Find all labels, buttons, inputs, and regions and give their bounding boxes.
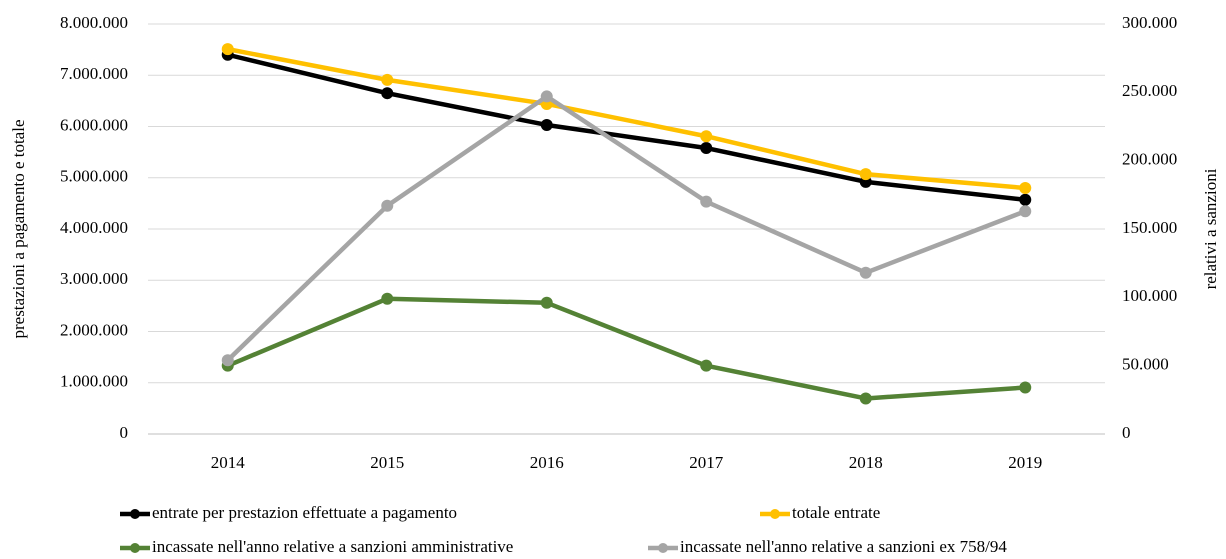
marker bbox=[700, 359, 713, 372]
marker bbox=[859, 392, 872, 405]
marker bbox=[859, 168, 872, 181]
marker bbox=[1019, 381, 1032, 394]
legend-label: incassate nell'anno relative a sanzioni … bbox=[680, 537, 1007, 556]
marker bbox=[381, 199, 394, 212]
line bbox=[227, 46, 1026, 191]
line bbox=[227, 52, 1026, 203]
legend-marker bbox=[130, 543, 140, 553]
marker bbox=[859, 266, 872, 279]
x-tick-label: 2017 bbox=[689, 453, 724, 472]
legend-label: entrate per prestazion effettuate a paga… bbox=[152, 503, 457, 522]
y2-axis-label: relativi a sanzioni bbox=[1201, 168, 1220, 289]
marker bbox=[700, 195, 713, 208]
y-tick-label: 3.000.000 bbox=[60, 269, 128, 288]
marker bbox=[1019, 205, 1032, 218]
line bbox=[226, 296, 1026, 401]
legend-marker bbox=[130, 509, 140, 519]
x-tick-label: 2014 bbox=[211, 453, 246, 472]
y-tick-label: 7.000.000 bbox=[60, 64, 128, 83]
y2-tick-label: 200.000 bbox=[1122, 150, 1177, 169]
marker bbox=[381, 292, 394, 305]
y-tick-label: 6.000.000 bbox=[60, 115, 128, 134]
y2-tick-label: 100.000 bbox=[1122, 286, 1177, 305]
y-tick-label: 2.000.000 bbox=[60, 320, 128, 339]
marker bbox=[700, 130, 713, 143]
x-tick-label: 2016 bbox=[530, 453, 564, 472]
y2-tick-label: 150.000 bbox=[1122, 218, 1177, 237]
marker bbox=[540, 90, 553, 103]
marker bbox=[540, 118, 553, 131]
y2-tick-label: 50.000 bbox=[1122, 355, 1169, 374]
marker bbox=[1019, 193, 1032, 206]
y-tick-label: 1.000.000 bbox=[60, 372, 128, 391]
marker bbox=[381, 73, 394, 86]
x-tick-label: 2018 bbox=[849, 453, 883, 472]
legend-marker bbox=[770, 509, 780, 519]
y-tick-label: 0 bbox=[120, 423, 129, 442]
line bbox=[226, 94, 1027, 362]
y2-tick-label: 300.000 bbox=[1122, 13, 1177, 32]
x-tick-label: 2019 bbox=[1008, 453, 1042, 472]
y-tick-label: 8.000.000 bbox=[60, 13, 128, 32]
x-tick-label: 2015 bbox=[370, 453, 404, 472]
y-tick-label: 5.000.000 bbox=[60, 167, 128, 186]
marker bbox=[700, 142, 713, 155]
marker bbox=[1019, 182, 1032, 194]
legend-label: totale entrate bbox=[792, 503, 880, 522]
legend-marker bbox=[658, 543, 668, 553]
marker bbox=[221, 43, 234, 56]
legend-label: incassate nell'anno relative a sanzioni … bbox=[152, 537, 513, 556]
y-axis-label: prestazioni a pagamento e totale bbox=[9, 119, 28, 338]
y2-tick-label: 0 bbox=[1122, 423, 1131, 442]
marker bbox=[221, 354, 234, 367]
marker bbox=[381, 87, 394, 100]
y2-tick-label: 250.000 bbox=[1122, 81, 1177, 100]
y-tick-label: 4.000.000 bbox=[60, 218, 128, 237]
marker bbox=[540, 296, 553, 309]
